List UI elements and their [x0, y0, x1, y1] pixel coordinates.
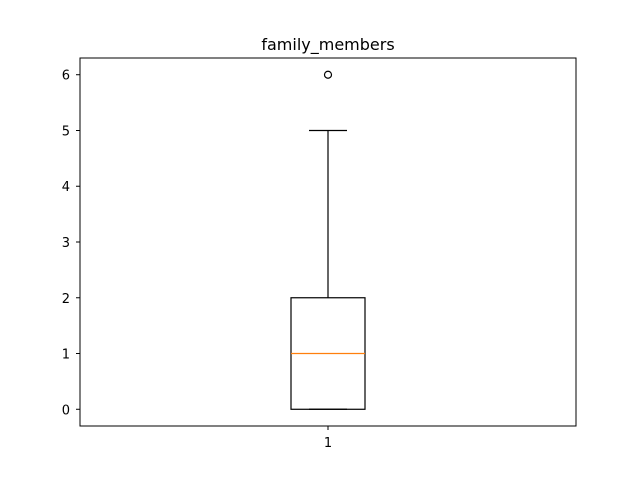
y-tick-label: 0 — [62, 403, 70, 418]
y-tick-label: 2 — [62, 292, 70, 307]
y-tick-label: 3 — [62, 236, 70, 251]
y-tick-label: 6 — [62, 69, 70, 84]
plot-area: 0 1 2 3 4 5 6 1 — [62, 57, 577, 451]
outlier-point — [323, 70, 333, 79]
y-tick-label: 4 — [62, 180, 70, 195]
x-tick-label: 1 — [324, 436, 332, 451]
chart-title: family_members — [261, 35, 394, 55]
y-tick-label: 1 — [62, 348, 70, 363]
y-tick-label: 5 — [62, 124, 70, 139]
